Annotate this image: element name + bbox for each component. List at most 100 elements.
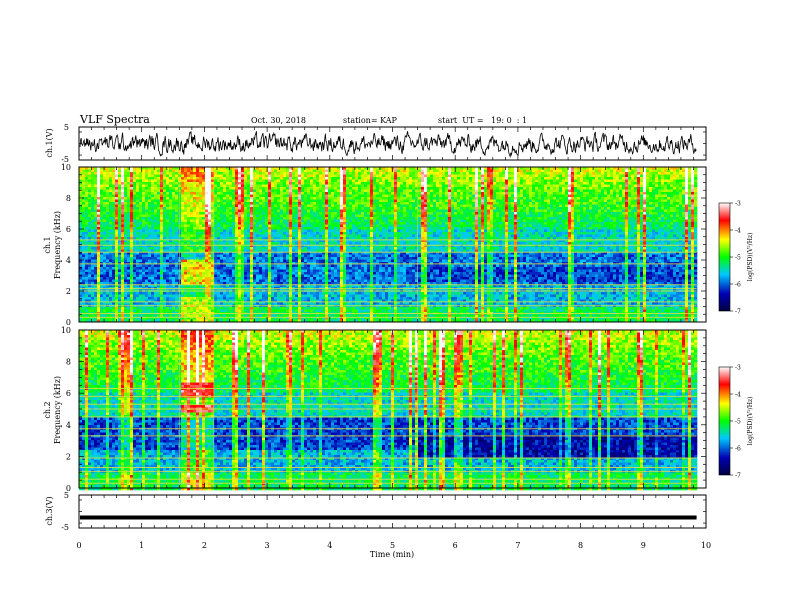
- spectrogram-cell: [616, 217, 619, 220]
- spectrogram-cell: [556, 170, 559, 173]
- spectrogram-cell: [526, 182, 529, 185]
- spectrogram-cell: [277, 217, 280, 220]
- spectrogram-cell: [346, 172, 349, 175]
- spectrogram-cell: [616, 197, 619, 200]
- spectrogram-cell: [484, 202, 487, 205]
- spectrogram-cell: [556, 180, 559, 183]
- spectrogram-cell: [502, 212, 505, 215]
- spectrogram-cell: [607, 212, 610, 215]
- spectrogram-cell: [292, 190, 295, 193]
- spectrogram-cell: [466, 210, 469, 213]
- spectrogram-cell: [280, 177, 283, 180]
- spectrogram-cell: [457, 197, 460, 200]
- spectrogram-cell: [397, 217, 400, 220]
- spectrogram-cell: [484, 172, 487, 175]
- spectrogram-cell: [553, 187, 556, 190]
- spectrogram-cell: [370, 210, 373, 213]
- spectrogram-cell: [613, 172, 616, 175]
- spectrogram-cell: [646, 222, 649, 225]
- spectrogram-cell: [655, 205, 658, 208]
- spectrogram-cell: [256, 187, 259, 190]
- spectrogram-cell: [223, 220, 226, 223]
- spectrogram-cell: [325, 192, 328, 195]
- spectrogram-cell: [370, 220, 373, 223]
- spectrogram-cell: [88, 217, 91, 220]
- spectrogram-cell: [484, 182, 487, 185]
- spectrogram-cell: [325, 195, 328, 198]
- spectrogram-cell: [304, 185, 307, 188]
- spectrogram-cell: [637, 197, 640, 200]
- spectrogram-cell: [403, 220, 406, 223]
- spectrogram-cell: [184, 180, 187, 183]
- spectrogram-cell: [643, 212, 646, 215]
- spectrogram-cell: [133, 170, 136, 173]
- spectrogram-cell: [337, 172, 340, 175]
- spectrogram-cell: [496, 222, 499, 225]
- spectrogram-cell: [151, 182, 154, 185]
- spectrogram-cell: [685, 197, 688, 200]
- spectrogram-cell: [619, 197, 622, 200]
- spectrogram-cell: [181, 200, 184, 203]
- spectrogram-cell: [259, 190, 262, 193]
- spectrogram-cell: [169, 212, 172, 215]
- spectrogram-cell: [133, 212, 136, 215]
- spectrogram-cell: [280, 190, 283, 193]
- spectrogram-cell: [112, 195, 115, 198]
- spectrogram-cell: [592, 212, 595, 215]
- spectrogram-cell: [151, 200, 154, 203]
- spectrogram-cell: [514, 215, 517, 218]
- spectrogram-cell: [169, 195, 172, 198]
- spectrogram-cell: [466, 187, 469, 190]
- spectrogram-cell: [91, 215, 94, 218]
- spectrogram-cell: [154, 190, 157, 193]
- spectrogram-cell: [229, 180, 232, 183]
- spectrogram-cell: [334, 177, 337, 180]
- spectrogram-cell: [400, 187, 403, 190]
- spectrogram-cell: [571, 200, 574, 203]
- spectrogram-cell: [670, 200, 673, 203]
- spectrogram-cell: [532, 212, 535, 215]
- spectrogram-cell: [370, 205, 373, 208]
- spectrogram-cell: [631, 207, 634, 210]
- spectrogram-cell: [685, 172, 688, 175]
- spectrogram-cell: [508, 222, 511, 225]
- spectrogram-cell: [91, 220, 94, 223]
- spectrogram-cell: [463, 170, 466, 173]
- spectrogram-cell: [418, 202, 421, 205]
- spectrogram-cell: [274, 207, 277, 210]
- spectrogram-cell: [547, 172, 550, 175]
- spectrogram-cell: [565, 200, 568, 203]
- spectrogram-cell: [448, 195, 451, 198]
- spectrogram-cell: [358, 202, 361, 205]
- spectrogram-cell: [679, 172, 682, 175]
- spectrogram-cell: [463, 200, 466, 203]
- spectrogram-cell: [448, 187, 451, 190]
- spectrogram-cell: [508, 207, 511, 210]
- spectrogram-cell: [679, 202, 682, 205]
- spectrogram-cell: [412, 185, 415, 188]
- spectrogram-cell: [430, 220, 433, 223]
- spectrogram-cell: [604, 202, 607, 205]
- spectrogram-cell: [493, 225, 496, 228]
- spectrogram-cell: [241, 217, 244, 220]
- spectrogram-cell: [391, 172, 394, 175]
- spectrogram-cell: [574, 187, 577, 190]
- spectrogram-cell: [85, 172, 88, 175]
- spectrogram-cell: [652, 177, 655, 180]
- spectrogram-cell: [598, 217, 601, 220]
- spectrogram-cell: [154, 185, 157, 188]
- spectrogram-cell: [406, 187, 409, 190]
- spectrogram-cell: [400, 205, 403, 208]
- spectrogram-cell: [430, 200, 433, 203]
- spectrogram-cell: [109, 197, 112, 200]
- spectrogram-cell: [85, 170, 88, 173]
- spectrogram-cell: [421, 200, 424, 203]
- spectrogram-cell: [448, 220, 451, 223]
- spectrogram-cell: [472, 170, 475, 173]
- spectrogram-cell: [289, 210, 292, 213]
- spectrogram-cell: [85, 192, 88, 195]
- spectrogram-cell: [454, 172, 457, 175]
- spectrogram-cell: [370, 212, 373, 215]
- spectrogram-cell: [238, 187, 241, 190]
- spectrogram-cell: [97, 185, 100, 188]
